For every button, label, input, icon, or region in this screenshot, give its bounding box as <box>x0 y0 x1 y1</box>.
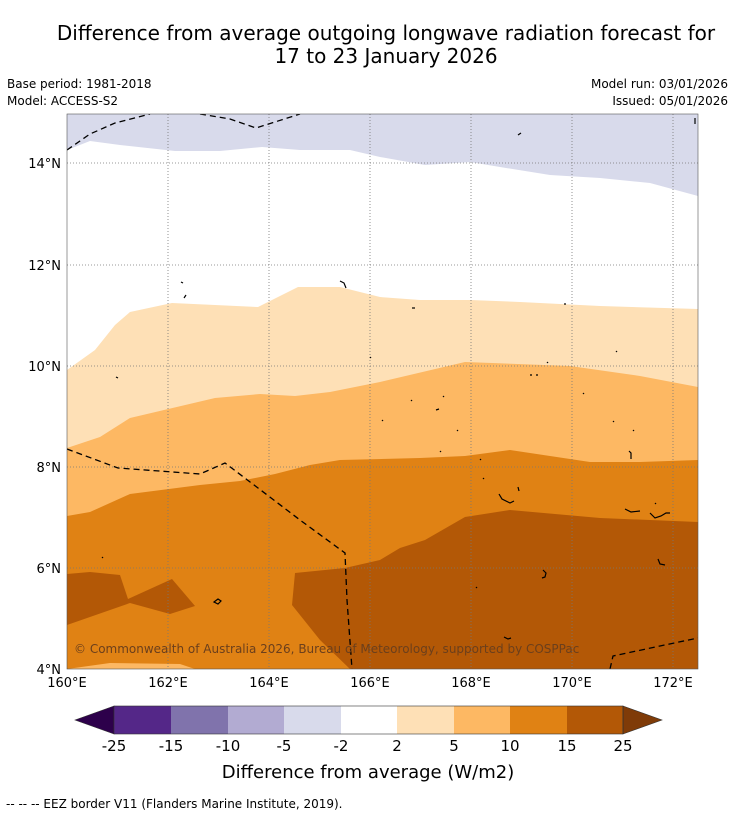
colorbar-max-extension <box>622 705 663 735</box>
title-line-2: 17 to 23 January 2026 <box>274 44 498 68</box>
colorbar-tick: -5 <box>277 737 292 755</box>
colorbar: -25 -15 -10 -5 -2 2 5 10 15 25 Differenc… <box>74 705 663 783</box>
eez-borders <box>67 114 698 669</box>
anomaly-band-neutral <box>67 114 698 370</box>
colorbar-segment <box>510 706 567 734</box>
model-run: Model run: 03/01/2026 <box>590 77 728 91</box>
lat-label: 4°N <box>37 663 62 678</box>
issued-date: Issued: 05/01/2026 <box>612 94 728 108</box>
anomaly-pocket-southwest <box>67 663 195 669</box>
anomaly-pocket-west <box>67 572 195 625</box>
anomaly-band-minus-5-2 <box>67 114 698 196</box>
lon-label: 164°E <box>249 676 289 691</box>
lon-label: 170°E <box>552 676 592 691</box>
islands <box>101 118 696 640</box>
colorbar-segment <box>454 706 510 734</box>
latitude-axis: 14°N 12°N 10°N 8°N 6°N 4°N <box>28 157 61 678</box>
colorbar-segment <box>228 706 284 734</box>
colorbar-tick: -25 <box>102 737 127 755</box>
colorbar-segment <box>114 706 171 734</box>
base-period: Base period: 1981-2018 <box>7 77 152 91</box>
colorbar-tick: -2 <box>334 737 349 755</box>
eez-footnote: -- -- -- EEZ border V11 (Flanders Marine… <box>6 797 343 811</box>
lon-label: 166°E <box>350 676 390 691</box>
lon-label: 168°E <box>451 676 491 691</box>
lat-label: 10°N <box>28 360 61 375</box>
colorbar-segment <box>341 706 397 734</box>
copyright-notice: © Commonwealth of Australia 2026, Bureau… <box>74 642 579 656</box>
lon-label: 160°E <box>47 676 87 691</box>
colorbar-tick: 15 <box>557 737 576 755</box>
lat-label: 12°N <box>28 259 61 274</box>
colorbar-tick: 2 <box>392 737 402 755</box>
colorbar-tick: 25 <box>613 737 632 755</box>
map-title: Difference from average outgoing longwav… <box>0 22 736 68</box>
colorbar-segment <box>284 706 341 734</box>
colorbar-tick: 10 <box>500 737 519 755</box>
longitude-axis: 160°E 162°E 164°E 166°E 168°E 170°E 172°… <box>47 676 693 691</box>
colorbar-tick: -10 <box>216 737 241 755</box>
lon-label: 172°E <box>653 676 693 691</box>
colorbar-ticks: -25 -15 -10 -5 -2 2 5 10 15 25 <box>102 737 633 755</box>
title-line-1: Difference from average outgoing longwav… <box>56 21 716 45</box>
plot-frame <box>66 113 699 670</box>
colorbar-tick: -15 <box>159 737 184 755</box>
colorbar-segment <box>397 706 454 734</box>
map-plot: © Commonwealth of Australia 2026, Bureau… <box>67 114 698 669</box>
colorbar-segment <box>567 706 623 734</box>
lat-label: 14°N <box>28 157 61 172</box>
colorbar-min-extension <box>74 705 115 735</box>
graticule <box>67 114 698 669</box>
colorbar-segment <box>171 706 228 734</box>
lat-label: 6°N <box>37 562 62 577</box>
lat-label: 8°N <box>37 461 62 476</box>
colorbar-tick: 5 <box>449 737 459 755</box>
colorbar-frame <box>113 705 624 735</box>
lon-label: 162°E <box>148 676 188 691</box>
colorbar-label: Difference from average (W/m2) <box>222 762 514 783</box>
model-name: Model: ACCESS-S2 <box>7 94 119 108</box>
